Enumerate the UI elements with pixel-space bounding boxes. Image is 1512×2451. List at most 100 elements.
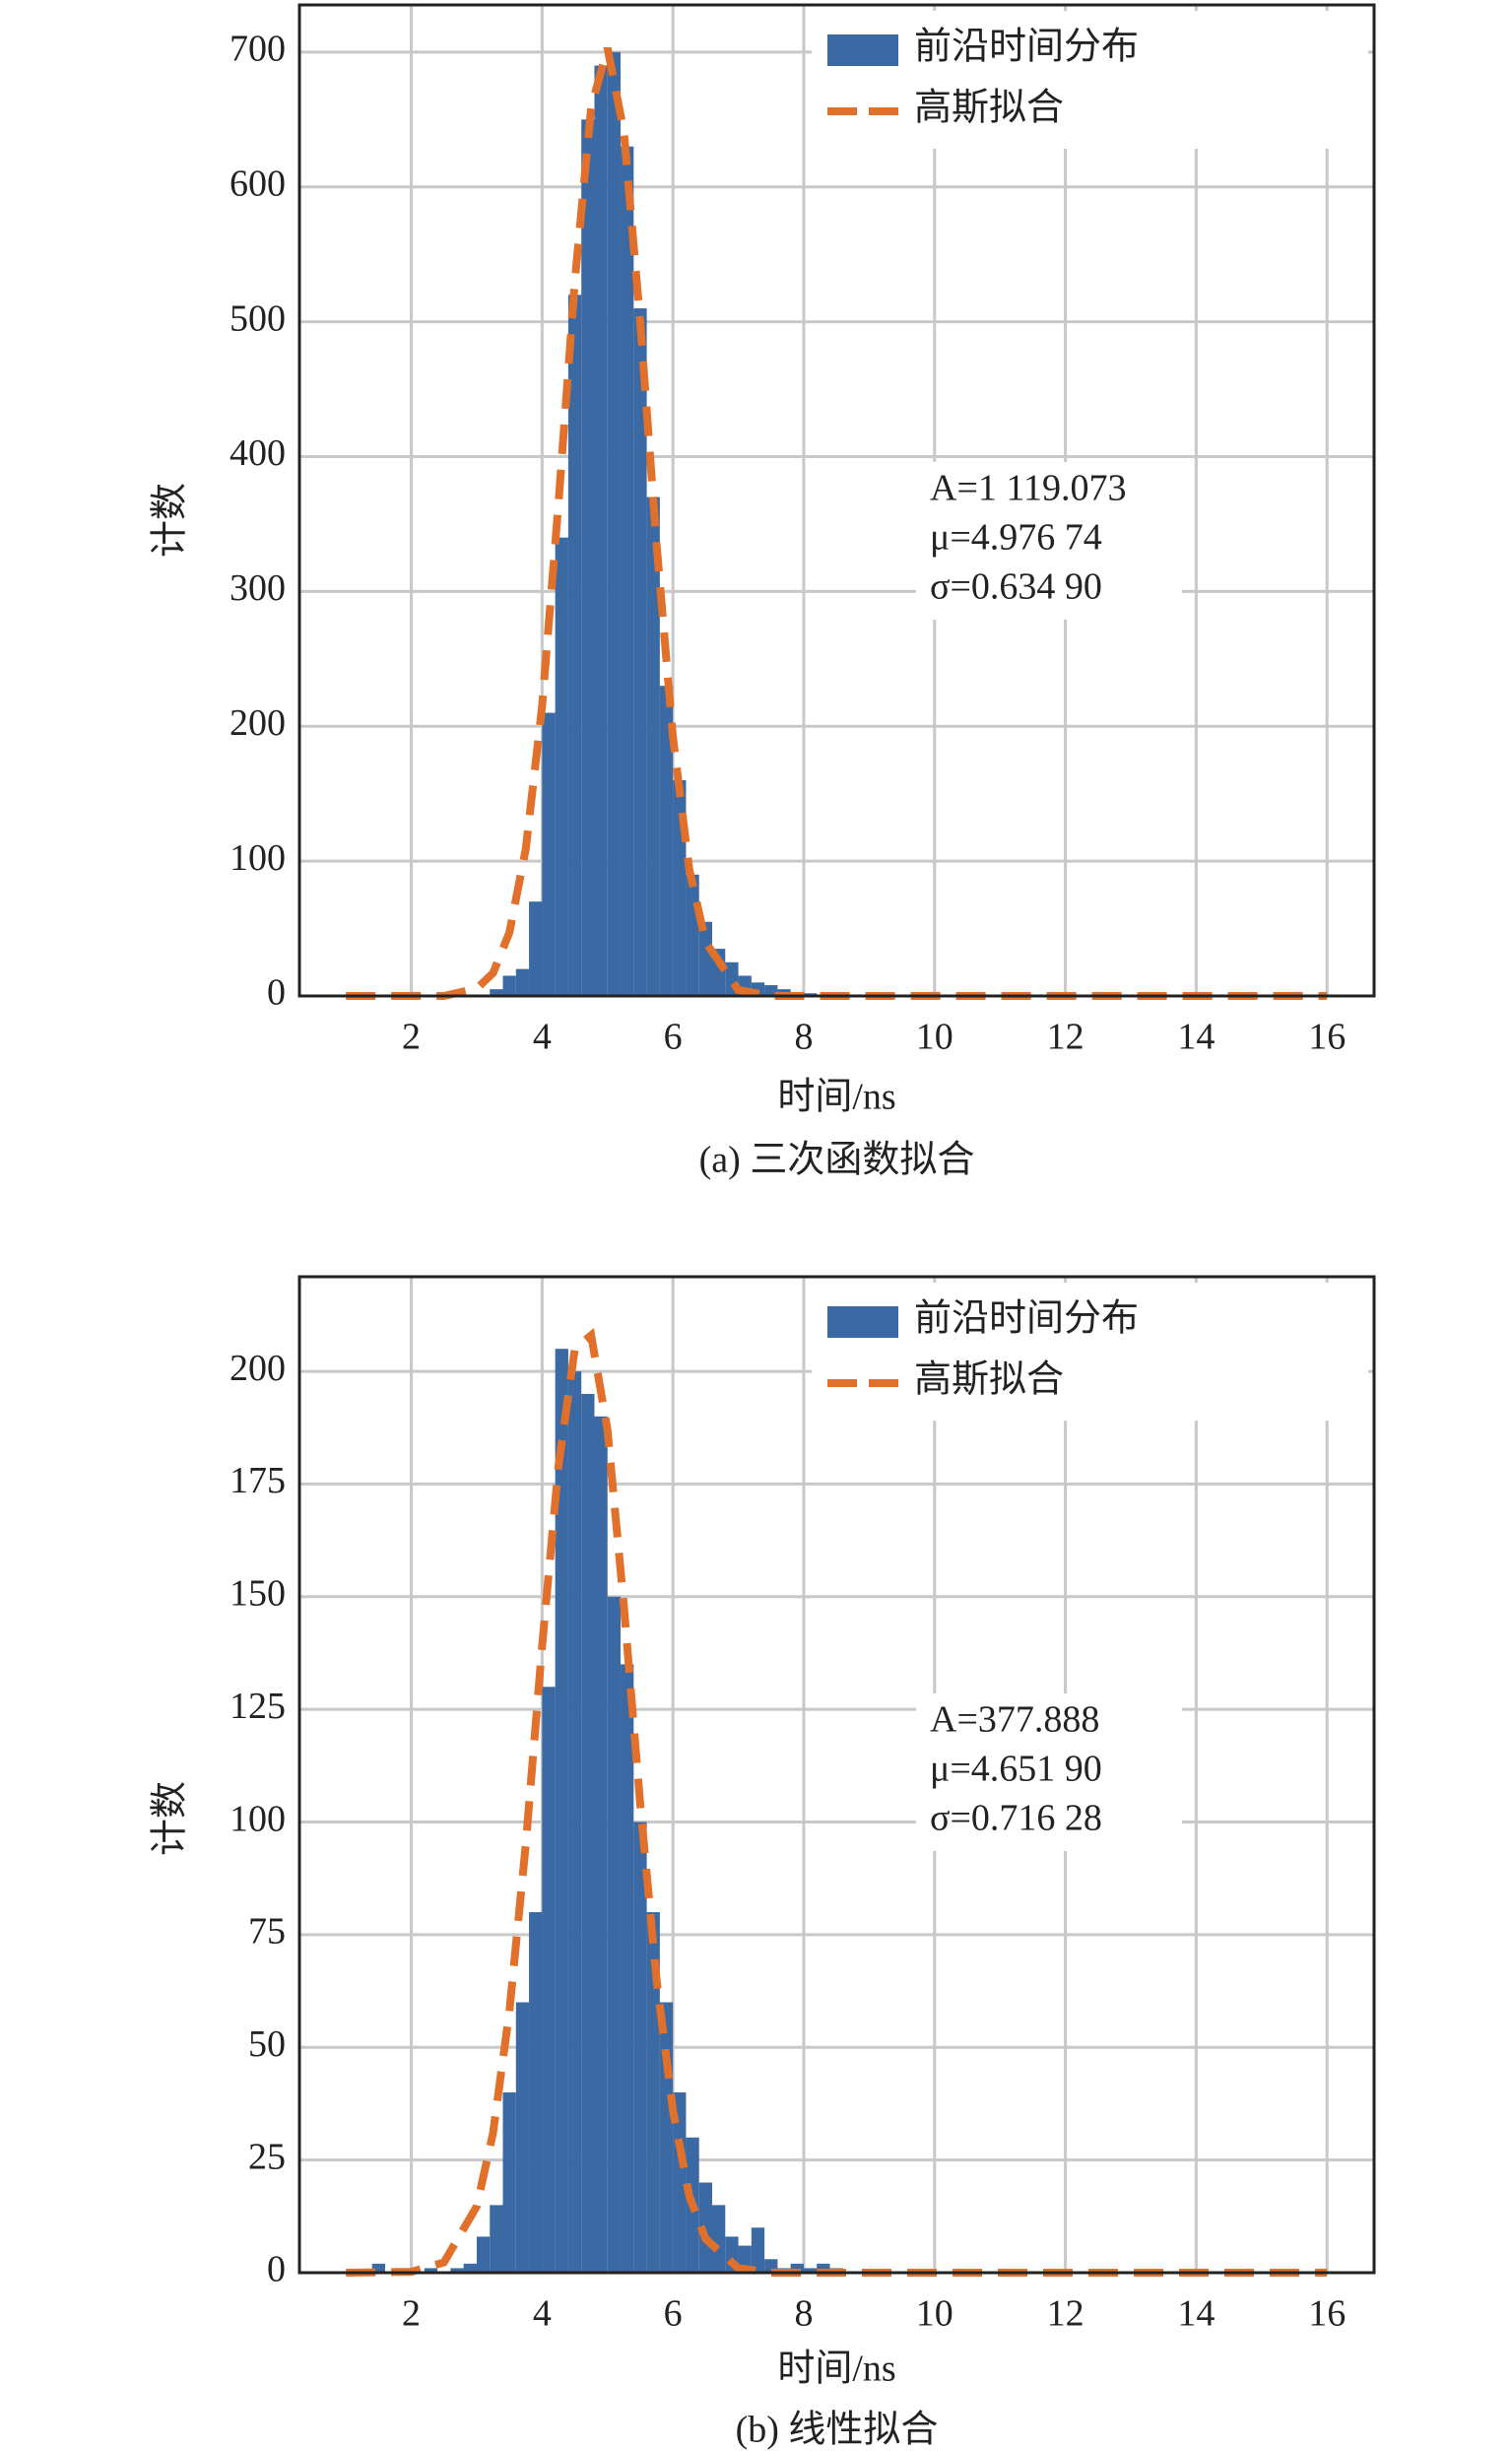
y-tick-label: 200 (230, 702, 286, 744)
annotation-box (916, 1693, 1182, 1851)
fit-parameter: μ=4.651 90 (930, 1749, 1102, 1790)
x-tick-label: 10 (916, 1017, 953, 1058)
histogram-bar (790, 2263, 804, 2273)
x-tick-label: 10 (916, 2293, 953, 2335)
y-tick-label: 0 (267, 2249, 286, 2290)
x-tick-label: 8 (794, 1017, 813, 1058)
histogram-bar (542, 712, 556, 996)
legend-label: 前沿时间分布 (914, 27, 1139, 68)
x-tick-label: 6 (664, 2293, 683, 2335)
legend-label: 高斯拟合 (914, 1359, 1064, 1401)
plot-area (299, 5, 1374, 996)
histogram-bar (502, 2092, 516, 2273)
histogram-bar (463, 2263, 477, 2273)
fit-line (346, 1327, 1328, 2277)
legend-swatch (827, 34, 898, 66)
histogram-bar (450, 2268, 464, 2273)
histogram-bar (594, 65, 608, 996)
histogram-bar (567, 295, 582, 996)
x-tick-label: 14 (1177, 1017, 1215, 1058)
y-tick-label: 175 (230, 1460, 286, 1501)
histogram-bar (490, 989, 503, 996)
y-tick-label: 100 (230, 837, 286, 879)
fit-parameter: μ=4.976 74 (930, 517, 1102, 559)
histogram-bar (659, 2002, 674, 2273)
histogram-bar (515, 2002, 530, 2273)
histogram-bar (607, 51, 622, 996)
histogram-bar (673, 2092, 687, 2273)
plot-frame (297, 1275, 1376, 2275)
fit-parameter: σ=0.634 90 (930, 566, 1102, 608)
histogram-bar (659, 686, 674, 996)
fit-parameter: A=377.888 (930, 1699, 1099, 1741)
y-tick-label: 100 (230, 1798, 286, 1839)
histogram-bar (581, 1393, 595, 2273)
histogram-bar (803, 2268, 818, 2273)
histogram-bar (764, 985, 778, 996)
x-tick-label: 16 (1308, 1017, 1346, 1058)
histogram-bar (515, 968, 530, 996)
histogram-bar (698, 2182, 713, 2273)
histogram-bar (476, 2236, 491, 2273)
x-tick-label: 4 (533, 1017, 552, 1058)
histogram-bar (646, 497, 660, 996)
x-tick-label: 2 (402, 2293, 421, 2335)
histogram-bar (567, 1371, 582, 2273)
plot-frame (297, 3, 1376, 998)
legend-label: 高斯拟合 (914, 88, 1064, 129)
legend-box (812, 1283, 1368, 1421)
histogram-bar (542, 1687, 556, 2273)
y-tick-label: 25 (248, 2136, 286, 2177)
caption: (a) 三次函数拟合 (699, 1140, 975, 1181)
histogram-bar (555, 537, 568, 996)
x-tick-label: 12 (1047, 1017, 1085, 1058)
x-tick-label: 6 (664, 1017, 683, 1058)
y-axis-label: 计数 (150, 1781, 191, 1856)
y-axis-label: 计数 (150, 483, 191, 558)
histogram-bar (686, 874, 699, 996)
plot-area (299, 1277, 1374, 2273)
histogram-bar (646, 1912, 660, 2273)
y-tick-label: 50 (248, 2023, 286, 2065)
histogram-bar (529, 1912, 543, 2273)
x-tick-label: 14 (1177, 2293, 1215, 2335)
y-tick-label: 500 (230, 298, 286, 339)
histogram-bar (621, 146, 634, 996)
y-tick-label: 300 (230, 567, 286, 609)
histogram-bar (621, 1664, 634, 2273)
x-axis-label: 时间/ns (777, 1077, 895, 1118)
histogram-bar (555, 1349, 568, 2273)
chart-panel: 2 4 6 8 10 12 14 16 0 25 50 75 100 125 150 175 200 前沿时间分布… (150, 1275, 1376, 2451)
legend-swatch (827, 1306, 898, 1338)
legend-label: 前沿时间分布 (914, 1298, 1139, 1340)
histogram-bar (607, 1596, 622, 2273)
histogram-bar (633, 1822, 647, 2273)
caption: (b) 线性拟合 (736, 2410, 939, 2451)
fit-parameter: σ=0.716 28 (930, 1798, 1102, 1839)
histogram-bar (502, 975, 516, 996)
fit-line (346, 46, 1328, 1000)
y-tick-label: 600 (230, 163, 286, 204)
y-tick-label: 75 (248, 1911, 286, 1953)
histogram-bar (594, 1416, 608, 2273)
histogram-bar (751, 2227, 765, 2273)
y-tick-label: 700 (230, 29, 286, 70)
histogram-bar (712, 2205, 726, 2273)
histogram-bar (529, 901, 543, 996)
legend-box (812, 11, 1368, 149)
y-tick-label: 150 (230, 1573, 286, 1615)
histogram-bar (371, 2263, 385, 2273)
annotation-box (916, 462, 1182, 620)
y-tick-label: 400 (230, 432, 286, 474)
chart-panel: 2 4 6 8 10 12 14 16 0 100 200 300 400 500 600 700 前沿时间分布… (150, 3, 1376, 1181)
histogram-bar (490, 2205, 503, 2273)
histogram-bar (698, 921, 713, 996)
x-tick-label: 2 (402, 1017, 421, 1058)
y-tick-label: 200 (230, 1348, 286, 1389)
histogram-bar (633, 307, 647, 996)
histogram-bar (424, 2268, 438, 2273)
x-tick-label: 8 (794, 2293, 813, 2335)
x-tick-label: 4 (533, 2293, 552, 2335)
x-tick-label: 16 (1308, 2293, 1346, 2335)
